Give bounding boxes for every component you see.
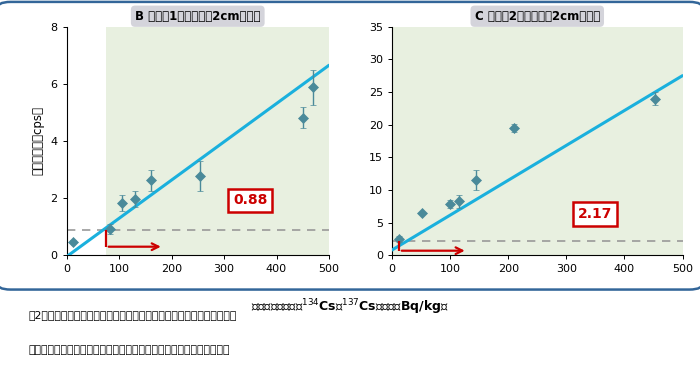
Text: 図中の破線（数値）は、計測条件での検出限界計数率を表している。: 図中の破線（数値）は、計測条件での検出限界計数率を表している。 [28, 345, 230, 355]
Text: 0.88: 0.88 [233, 194, 267, 207]
Text: 2.17: 2.17 [578, 207, 612, 221]
Title: C 機種（2インチ），2cm遮へい: C 機種（2インチ），2cm遮へい [475, 10, 600, 23]
Y-axis label: 正味計数率（cps）: 正味計数率（cps） [32, 106, 45, 176]
Bar [106, 27, 329, 255]
Text: 図2．　大麦試料の放射性セシウム濃度と正味計数率（検出器の比較）: 図2． 大麦試料の放射性セシウム濃度と正味計数率（検出器の比較） [28, 311, 237, 320]
Title: B 機種（1インチ），2cm遮へい: B 機種（1インチ），2cm遮へい [135, 10, 260, 23]
Text: 放射性セシウム（$^{134}$Csと$^{137}$Cs）濃度（Bq/kg）: 放射性セシウム（$^{134}$Csと$^{137}$Cs）濃度（Bq/kg） [251, 297, 449, 317]
